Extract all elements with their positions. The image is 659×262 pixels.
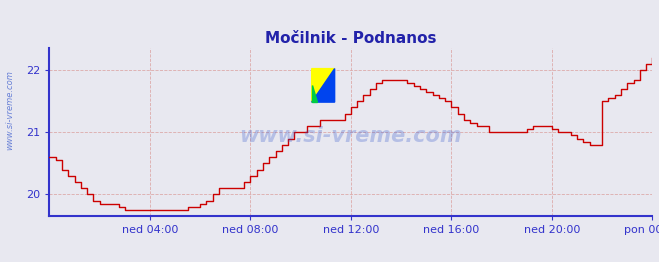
Polygon shape [312, 85, 318, 102]
Text: www.si-vreme.com: www.si-vreme.com [240, 126, 462, 146]
Title: Močilnik - Podnanos: Močilnik - Podnanos [265, 31, 437, 46]
Polygon shape [312, 69, 335, 102]
Text: www.si-vreme.com: www.si-vreme.com [5, 70, 14, 150]
Polygon shape [312, 69, 335, 102]
